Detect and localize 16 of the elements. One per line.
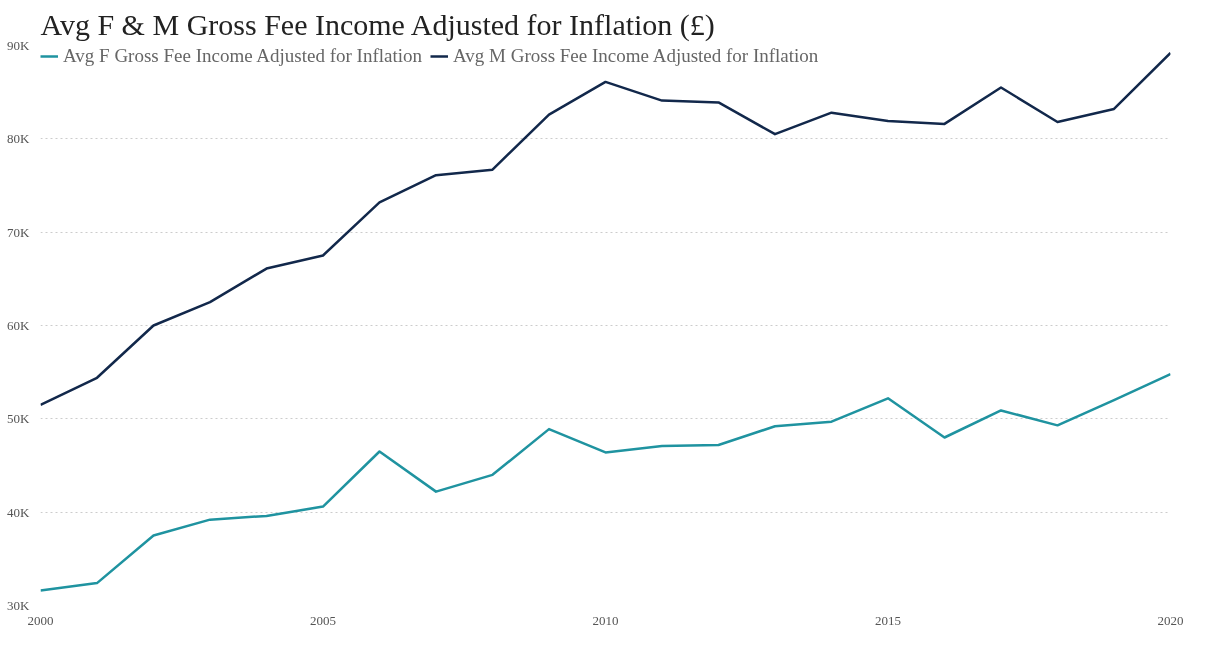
- x-tick-label: 2000: [27, 612, 54, 628]
- chart-title: Avg F & M Gross Fee Income Adjusted for Inflation (£): [40, 7, 715, 42]
- y-tick-label: 70K: [7, 224, 31, 240]
- line-series: [40, 372, 1171, 592]
- y-tick-label: 50K: [7, 411, 31, 427]
- y-tick-label: 40K: [7, 504, 31, 520]
- x-tick-label: 2020: [1157, 612, 1184, 628]
- legend-label: Avg F Gross Fee Income Adjusted for Inflation: [63, 45, 423, 67]
- x-tick-label: 2010: [592, 612, 619, 628]
- y-tick-label: 90K: [7, 38, 31, 53]
- x-tick-label: 2005: [310, 612, 336, 628]
- x-tick-label: 2015: [875, 612, 901, 628]
- legend-label: Avg M Gross Fee Income Adjusted for Inflation: [453, 45, 819, 67]
- y-tick-label: 80K: [7, 131, 31, 147]
- y-tick-label: 60K: [7, 318, 31, 333]
- y-tick-label: 30K: [7, 598, 31, 613]
